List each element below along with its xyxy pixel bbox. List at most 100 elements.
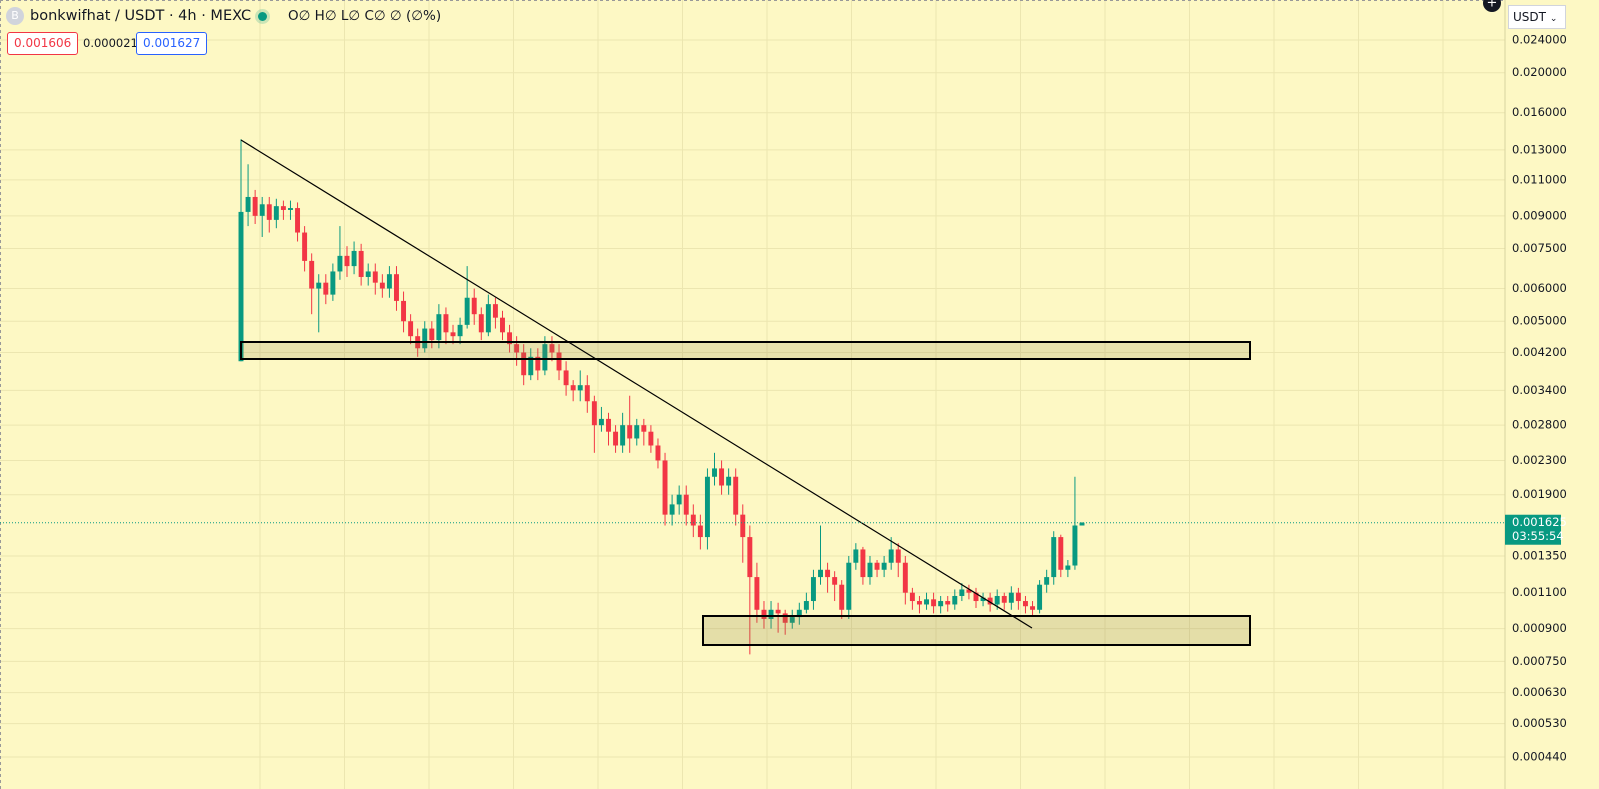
- candle-body: [952, 595, 958, 605]
- last-price-label: 0.001625: [1512, 515, 1567, 529]
- y-tick-label: 0.024000: [1512, 33, 1567, 47]
- candle-body: [803, 601, 809, 610]
- candle-body: [485, 304, 491, 333]
- candle-body: [245, 196, 251, 212]
- candle-body: [655, 445, 661, 461]
- candle-body: [818, 569, 823, 578]
- candle-body: [747, 537, 753, 578]
- candle-body: [641, 425, 647, 432]
- candle-body: [980, 597, 986, 602]
- candle-body: [542, 344, 548, 371]
- price-axis: 0.024000 0.020000 0.016000 0.013000 0.011000…: [0, 33, 1567, 763]
- candle-body: [704, 476, 710, 538]
- candle-body: [492, 304, 498, 318]
- candle-body: [266, 204, 272, 220]
- grid: [0, 0, 1505, 789]
- y-tick-label: 0.002800: [1512, 418, 1567, 432]
- add-button[interactable]: [1483, 0, 1501, 12]
- ohlc-legend: O∅ H∅ L∅ C∅ ∅ (∅%): [288, 8, 442, 24]
- candle-body: [987, 597, 993, 605]
- candle-body: [1001, 595, 1007, 603]
- y-tick-label: 0.001100: [1512, 585, 1567, 599]
- bid-price[interactable]: 0.001606: [7, 32, 79, 55]
- resistance-zone: [240, 341, 1251, 360]
- candle-body: [309, 260, 315, 289]
- candle-body: [507, 332, 513, 345]
- candle-body: [733, 476, 739, 515]
- candle-body: [358, 250, 364, 277]
- candle-body: [1079, 522, 1085, 526]
- chevron[interactable]: ⌄: [1549, 14, 1558, 24]
- candle-body: [1037, 584, 1043, 610]
- candle-body: [457, 324, 463, 337]
- candle-body: [344, 255, 350, 267]
- candle-body: [916, 601, 922, 605]
- candles: [238, 139, 1085, 655]
- y-tick-label: 0.000530: [1512, 716, 1567, 730]
- support-zone: [702, 615, 1251, 646]
- candle-body: [1015, 592, 1021, 602]
- candle-body: [577, 385, 583, 391]
- candle-body: [895, 549, 901, 563]
- candle-body: [712, 468, 717, 477]
- countdown: 03:55:54: [1512, 529, 1564, 543]
- y-tick-label: 0.002300: [1512, 453, 1567, 467]
- y-tick-label: 0.009000: [1512, 208, 1567, 222]
- y-tick-label: 0.011000: [1512, 172, 1567, 186]
- symbol-title[interactable]: bonkwifhat / USDT · 4h · MEXC: [30, 8, 252, 24]
- candle-body: [662, 460, 668, 515]
- candle-body: [316, 282, 322, 289]
- candle-body: [825, 569, 831, 578]
- candle-body: [1072, 525, 1078, 566]
- candle-body: [874, 562, 880, 570]
- currency-label[interactable]: USDT: [1513, 10, 1546, 24]
- trendline: [240, 139, 1033, 629]
- candle-body: [726, 476, 732, 486]
- candle-body: [931, 599, 937, 607]
- candle-body: [287, 208, 293, 210]
- candle-body: [846, 562, 852, 610]
- candle-body: [351, 250, 357, 267]
- candle-body: [386, 274, 392, 289]
- candle-body: [902, 562, 908, 593]
- candle-body: [648, 431, 654, 446]
- candle-body: [994, 595, 1000, 605]
- candle-body: [443, 314, 449, 333]
- candle-body: [252, 196, 258, 216]
- candle-body: [881, 562, 887, 570]
- candle-body: [782, 613, 788, 623]
- candle-body: [394, 274, 399, 301]
- candle-body: [945, 601, 951, 605]
- currency-button[interactable]: USDT ⌄: [1508, 5, 1566, 29]
- candle-body: [909, 592, 915, 602]
- candle-body: [796, 609, 802, 618]
- y-tick-label: 0.020000: [1512, 65, 1567, 79]
- spread: 0.000021: [83, 36, 138, 50]
- candle-body: [379, 282, 385, 289]
- candle-body: [556, 352, 562, 371]
- candle-body: [966, 589, 972, 593]
- candle-body: [330, 271, 336, 295]
- candle-body: [888, 549, 894, 563]
- candle-body: [832, 577, 838, 585]
- candle-body: [429, 328, 435, 341]
- candle-body: [1022, 601, 1028, 607]
- candle-body: [365, 271, 371, 277]
- candle-body: [464, 297, 470, 325]
- candle-body: [521, 352, 527, 376]
- y-tick-label: 0.001900: [1512, 487, 1567, 501]
- candle-body: [549, 344, 555, 353]
- candle-body: [280, 206, 286, 210]
- candle-body: [719, 468, 725, 486]
- ask-price[interactable]: 0.001627: [136, 32, 208, 55]
- candle-body: [938, 601, 944, 607]
- add-icon[interactable]: +: [1487, 0, 1498, 11]
- candle-body: [839, 584, 845, 610]
- candle-body: [1008, 592, 1014, 603]
- candle-body: [591, 401, 597, 426]
- y-tick-label: 0.013000: [1512, 142, 1567, 156]
- candle-body: [634, 425, 640, 439]
- candle-body: [789, 617, 795, 623]
